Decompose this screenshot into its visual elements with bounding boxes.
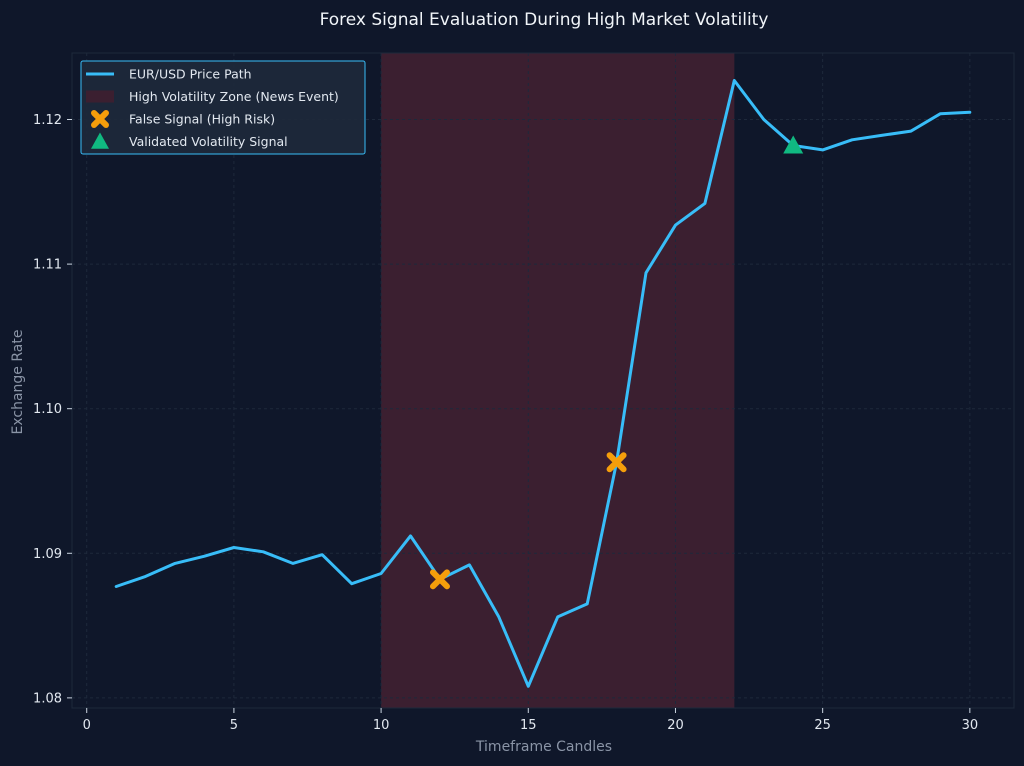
x-tick-label: 25 [814, 718, 831, 733]
y-tick-label: 1.08 [33, 691, 62, 706]
x-axis: 0 5 10 15 20 25 30 [83, 708, 979, 733]
grid-layer [72, 53, 1014, 708]
price-line [114, 79, 972, 688]
y-tick-label: 1.11 [33, 258, 62, 273]
chart-title: Forex Signal Evaluation During High Mark… [320, 10, 769, 30]
legend-label: EUR/USD Price Path [129, 67, 252, 82]
legend-validated-signal-swatch [91, 132, 109, 149]
legend-box [80, 60, 366, 155]
x-tick-label: 5 [230, 718, 238, 733]
zone-layer [381, 53, 735, 708]
x-tick-label: 20 [667, 718, 684, 733]
y-tick-label: 1.12 [33, 113, 62, 128]
x-tick-label: 15 [520, 718, 537, 733]
legend: EUR/USD Price Path High Volatility Zone (… [80, 60, 366, 155]
x-axis-label: Timeframe Candles [475, 739, 612, 755]
y-tick-label: 1.10 [33, 402, 62, 417]
x-tick-label: 10 [373, 718, 390, 733]
x-tick-label: 0 [83, 718, 91, 733]
legend-label: Validated Volatility Signal [129, 134, 288, 149]
series-layer [114, 79, 972, 688]
y-axis: 1.08 1.09 1.10 1.11 1.12 [33, 113, 72, 706]
legend-zone-swatch [86, 90, 114, 103]
marker-layer [429, 135, 804, 590]
x-stroke [91, 110, 109, 128]
false-signal-marker [429, 569, 450, 590]
x-stroke [606, 452, 627, 473]
legend-label: False Signal (High Risk) [129, 112, 275, 127]
false-signal-marker [606, 452, 627, 473]
volatility-zone [381, 53, 735, 708]
legend-false-signal-swatch [91, 110, 109, 128]
legend-label: High Volatility Zone (News Event) [129, 89, 339, 104]
y-tick-label: 1.09 [33, 547, 62, 562]
y-axis-label: Exchange Rate [10, 330, 26, 435]
x-tick-label: 30 [962, 718, 979, 733]
plot-area [71, 52, 1015, 709]
validated-signal-marker [783, 135, 804, 154]
x-stroke [429, 569, 450, 590]
plot-frame [71, 52, 1015, 709]
